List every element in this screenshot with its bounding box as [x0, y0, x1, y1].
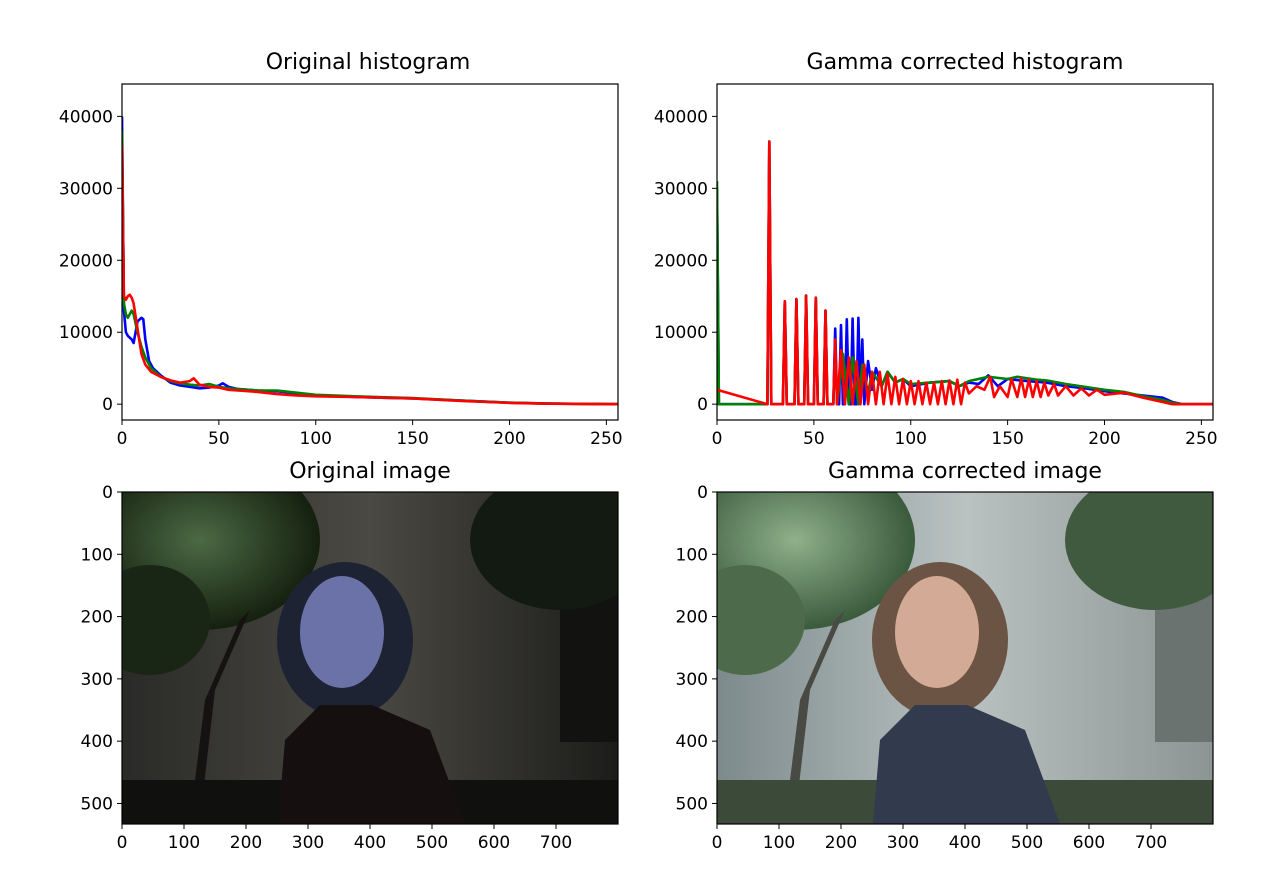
series-line-0 [122, 116, 618, 406]
chart-title: Original histogram [266, 50, 471, 75]
series-line-2 [717, 140, 1213, 406]
y-tick-label: 500 [81, 794, 113, 814]
x-tick-label: 700 [540, 833, 572, 853]
x-tick-label: 200 [493, 429, 525, 449]
x-tick-label: 400 [354, 833, 386, 853]
x-tick-label: 0 [712, 833, 723, 853]
y-tick-label: 30000 [59, 179, 113, 199]
x-tick-label: 100 [895, 429, 927, 449]
plot-frame [716, 83, 1214, 421]
x-tick-label: 50 [208, 429, 230, 449]
y-tick-label: 100 [676, 545, 708, 565]
x-tick-label: 0 [117, 429, 128, 449]
x-tick-label: 300 [292, 833, 324, 853]
y-tick-label: 400 [676, 732, 708, 752]
y-tick-label: 10000 [654, 323, 708, 343]
x-tick-label: 400 [949, 833, 981, 853]
x-tick-label: 500 [416, 833, 448, 853]
y-tick-label: 500 [676, 794, 708, 814]
x-tick-label: 150 [396, 429, 428, 449]
x-tick-label: 0 [712, 429, 723, 449]
x-tick-label: 100 [300, 429, 332, 449]
x-tick-label: 100 [763, 833, 795, 853]
x-tick-label: 300 [887, 833, 919, 853]
series-line-2 [122, 145, 618, 406]
y-tick-label: 200 [676, 608, 708, 628]
y-tick-label: 10000 [59, 323, 113, 343]
x-tick-label: 200 [230, 833, 262, 853]
x-tick-label: 200 [825, 833, 857, 853]
series-line-1 [717, 140, 1213, 406]
chart-title: Gamma corrected histogram [807, 50, 1124, 75]
y-tick-label: 40000 [654, 107, 708, 127]
x-tick-label: 600 [1073, 833, 1105, 853]
chart-title: Original image [289, 459, 451, 484]
y-tick-label: 0 [102, 483, 113, 503]
y-tick-label: 30000 [654, 179, 708, 199]
x-tick-label: 200 [1088, 429, 1120, 449]
y-tick-label: 0 [102, 395, 113, 415]
x-tick-label: 150 [991, 429, 1023, 449]
chart-title: Gamma corrected image [828, 459, 1102, 484]
plot-frame [121, 83, 619, 421]
y-tick-label: 300 [81, 670, 113, 690]
x-tick-label: 250 [590, 429, 622, 449]
y-tick-label: 20000 [59, 251, 113, 271]
x-tick-label: 100 [168, 833, 200, 853]
x-tick-label: 600 [478, 833, 510, 853]
original-image [122, 492, 618, 824]
x-tick-label: 700 [1135, 833, 1167, 853]
series-line-1 [122, 130, 618, 406]
y-tick-label: 40000 [59, 107, 113, 127]
y-tick-label: 200 [81, 608, 113, 628]
y-tick-label: 400 [81, 732, 113, 752]
x-tick-label: 0 [117, 833, 128, 853]
y-tick-label: 0 [697, 483, 708, 503]
x-tick-label: 250 [1185, 429, 1217, 449]
x-tick-label: 500 [1011, 833, 1043, 853]
gamma-corrected-image [717, 492, 1213, 824]
y-tick-label: 300 [676, 670, 708, 690]
y-tick-label: 0 [697, 395, 708, 415]
y-tick-label: 20000 [654, 251, 708, 271]
x-tick-label: 50 [803, 429, 825, 449]
y-tick-label: 100 [81, 545, 113, 565]
series-line-0 [717, 140, 1213, 406]
